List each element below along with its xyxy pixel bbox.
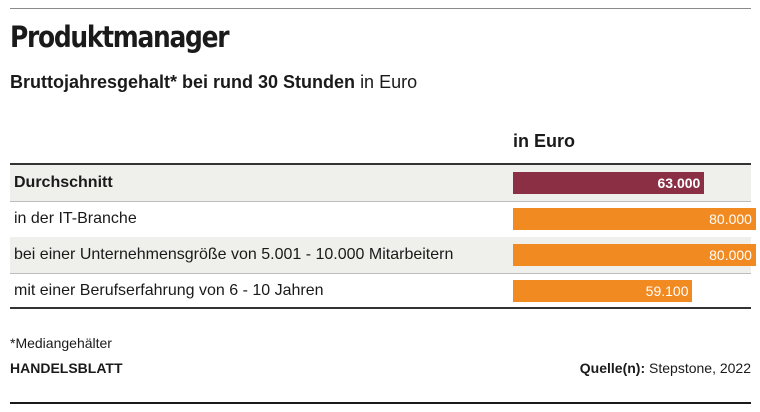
row-divider <box>10 201 751 202</box>
table-bottom-rule <box>10 307 751 309</box>
footnote: *Mediangehälter <box>10 335 112 351</box>
category-label: in der IT-Branche <box>14 210 137 227</box>
source-label: Quelle(n): <box>579 360 646 376</box>
bar-value-label: 63.000 <box>657 175 701 191</box>
brand-name: HANDELSBLATT <box>10 360 123 376</box>
category-label: Durchschnitt <box>14 174 113 191</box>
row-divider <box>10 273 751 274</box>
bar: 80.000 <box>513 244 756 266</box>
table-top-rule <box>10 163 751 165</box>
column-header: in Euro <box>513 131 575 151</box>
top-rule <box>10 8 751 9</box>
bar-row: bei einer Unternehmensgröße von 5.001 - … <box>10 237 756 273</box>
subtitle-unit: in Euro <box>360 72 418 92</box>
chart-title: Produktmanager <box>10 20 230 54</box>
bar-row: Durchschnitt 63.000 <box>10 165 751 201</box>
bar: 59.100 <box>513 280 693 302</box>
bar: 80.000 <box>513 208 756 230</box>
category-label: mit einer Berufserfahrung von 6 - 10 Jah… <box>14 282 324 299</box>
bar-row: mit einer Berufserfahrung von 6 - 10 Jah… <box>10 273 751 309</box>
source-note: Quelle(n): Stepstone, 2022 <box>580 360 751 376</box>
bar-value-label: 80.000 <box>709 211 752 227</box>
bottom-rule <box>10 402 751 404</box>
source-text: Stepstone, 2022 <box>649 360 751 376</box>
bar-row: in der IT-Branche 80.000 <box>10 201 756 237</box>
subtitle-bold: Bruttojahresgehalt* bei rund 30 Stunden <box>10 72 356 92</box>
bar-value-label: 59.100 <box>645 283 689 299</box>
category-label: bei einer Unternehmensgröße von 5.001 - … <box>14 246 454 263</box>
bar-value-label: 80.000 <box>709 247 752 263</box>
bar: 63.000 <box>513 172 705 194</box>
chart-subtitle: Bruttojahresgehalt* bei rund 30 Stunden … <box>10 72 417 93</box>
